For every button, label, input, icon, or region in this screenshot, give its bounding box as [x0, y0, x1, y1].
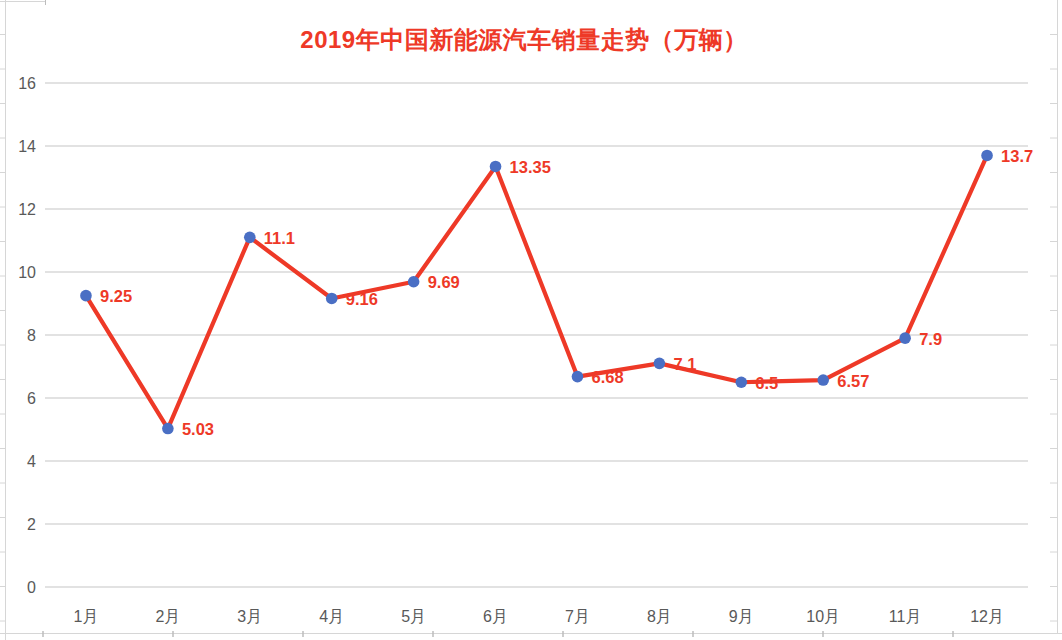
data-point-marker: [572, 371, 584, 383]
data-point-marker: [981, 150, 993, 162]
x-axis-tick-label: 2月: [155, 608, 180, 625]
data-point-marker: [899, 332, 911, 344]
y-axis-tick-label: 14: [18, 138, 36, 155]
x-axis-tick-label: 7月: [565, 608, 590, 625]
y-axis-tick-label: 0: [27, 579, 36, 596]
x-axis-tick-label: 6月: [483, 608, 508, 625]
x-axis-tick-label: 4月: [319, 608, 344, 625]
data-point-label: 7.1: [673, 355, 696, 373]
data-point-label: 13.35: [510, 158, 551, 176]
x-axis-tick-label: 9月: [729, 608, 754, 625]
data-point-label: 5.03: [182, 420, 214, 438]
y-axis-tick-label: 16: [18, 75, 36, 92]
data-point-label: 9.25: [100, 287, 132, 305]
data-point-label: 7.9: [919, 330, 942, 348]
y-axis-tick-label: 10: [18, 264, 36, 281]
x-axis-tick-label: 5月: [401, 608, 426, 625]
y-axis-tick-label: 4: [27, 453, 36, 470]
data-point-label: 6.5: [755, 374, 778, 392]
y-axis-tick-label: 6: [27, 390, 36, 407]
data-point-marker: [735, 376, 747, 388]
x-axis-tick-label: 10月: [806, 608, 840, 625]
data-point-marker: [80, 290, 92, 302]
data-point-label: 9.16: [346, 290, 378, 308]
data-point-label: 6.68: [591, 368, 623, 386]
data-point-marker: [244, 232, 256, 244]
data-point-marker: [654, 358, 666, 370]
data-point-marker: [408, 276, 420, 288]
data-point-label: 11.1: [264, 229, 295, 247]
y-axis-tick-label: 12: [18, 201, 36, 218]
x-axis-tick-label: 11月: [889, 608, 922, 625]
data-point-label: 9.69: [428, 273, 460, 291]
data-point-marker: [162, 423, 174, 435]
x-axis-tick-label: 8月: [647, 608, 672, 625]
data-point-marker: [490, 161, 502, 173]
x-axis-tick-label: 12月: [970, 608, 1004, 625]
data-point-label: 13.7: [1001, 147, 1033, 165]
x-axis-tick-label: 3月: [237, 608, 262, 625]
x-axis-tick-label: 1月: [74, 608, 99, 625]
line-chart-canvas: 0 2 4 6 8 10 12 14 16 1月 2月 3月 4月 5月 6月 7月 8月 9月 10月 11月 12月…: [0, 0, 1062, 640]
y-axis-tick-label: 2: [27, 516, 36, 533]
data-point-label: 6.57: [837, 372, 869, 390]
data-point-marker: [817, 374, 829, 386]
data-point-marker: [326, 293, 338, 305]
excel-chart-object[interactable]: 2019年中国新能源汽车销量走势（万辆） 02468101214161月2月3月…: [0, 0, 1062, 640]
y-axis-tick-label: 8: [27, 327, 36, 344]
